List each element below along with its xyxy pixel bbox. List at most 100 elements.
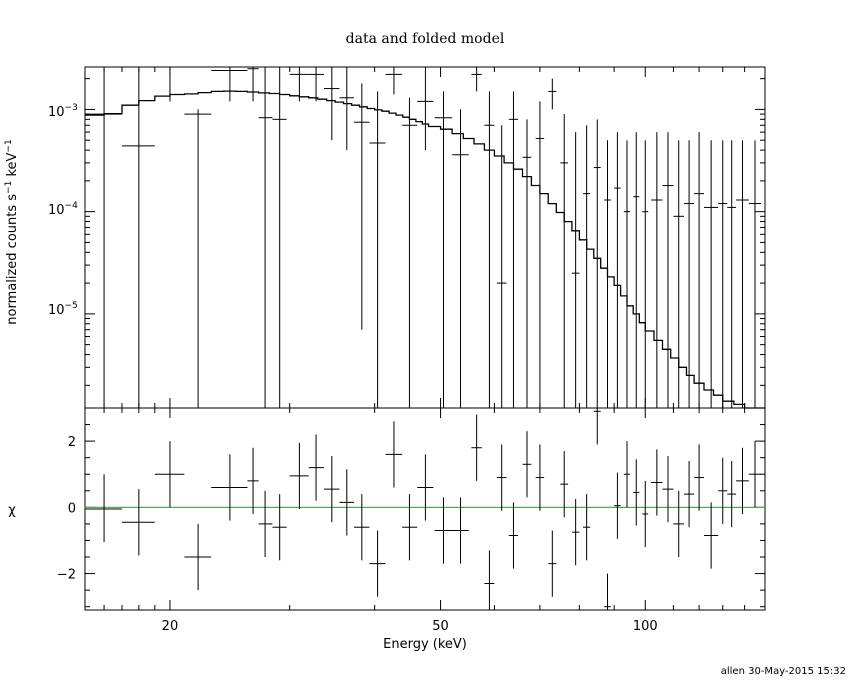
residual-data-point [522, 431, 532, 498]
residual-data-point [535, 444, 545, 511]
residual-data-point [484, 550, 495, 610]
spectrum-data-point [604, 140, 611, 408]
spectrum-data-point [535, 101, 545, 408]
residual-data-point [211, 454, 248, 521]
residual-data-point [614, 472, 621, 539]
spectrum-data-point [571, 132, 580, 408]
spectrum-data-point [703, 140, 719, 408]
residual-data-point [703, 502, 719, 569]
spectrum-data-point [736, 140, 749, 408]
model-curve-group [85, 90, 765, 409]
spectrum-data-point [727, 140, 737, 408]
spectrum-data-point [369, 91, 386, 408]
residual-data-point [339, 469, 355, 536]
spectrum-data-point [184, 109, 212, 408]
spectrum-data-point [673, 140, 684, 408]
spectrum-data-points [85, 66, 762, 408]
residual-data-point [736, 447, 749, 514]
spectrum-data-point [247, 67, 259, 102]
spectrum-data-point [614, 132, 621, 408]
y-tick-label: −2 [57, 568, 76, 583]
residual-data-point [308, 434, 325, 501]
residual-data-point [354, 494, 370, 561]
residual-data-point [272, 494, 287, 561]
y-tick-label: 0 [68, 501, 76, 516]
residual-data-point [258, 490, 273, 558]
spectrum-data-point [718, 140, 728, 408]
residual-data-point [324, 456, 340, 523]
residual-data-point [593, 408, 601, 445]
residual-data-point [85, 474, 122, 543]
spectrum-data-point [593, 119, 601, 408]
spectrum-data-point [402, 97, 418, 408]
residual-data-point [571, 499, 580, 566]
spectrum-data-point [417, 67, 434, 151]
residual-y-axis-label: χ [8, 503, 16, 518]
spectrum-data-point [508, 91, 519, 408]
model-step-curve [85, 90, 765, 409]
spectrum-data-point [484, 91, 495, 408]
residual-data-point [651, 449, 663, 516]
spectrum-data-point [748, 140, 762, 408]
spectrum-data-point [434, 91, 453, 408]
residual-data-point [748, 441, 762, 508]
spectrum-data-point [354, 83, 370, 330]
spectrum-data-point [642, 140, 649, 408]
y-tick-label-1e-5: 10−5 [48, 301, 78, 318]
spectrum-data-point [548, 78, 557, 110]
residual-data-point [369, 530, 386, 597]
footer-stamp: allen 30-May-2015 15:32 [721, 666, 846, 677]
residual-data-point [583, 494, 591, 561]
residual-data-point [673, 490, 684, 558]
spectrum-data-point [289, 67, 309, 102]
x-axis-label: Energy (keV) [383, 637, 467, 652]
y-tick-label-1e-4: 10−4 [48, 201, 78, 218]
residual-data-point [694, 444, 704, 511]
residual-data-point [718, 457, 728, 524]
residual-data-point [623, 441, 631, 508]
spectrum-data-point [662, 132, 674, 408]
spectrum-data-point [694, 132, 704, 408]
residual-data-point [548, 530, 557, 597]
residual-data-point [402, 494, 418, 561]
residual-data-point [496, 444, 507, 511]
spectrum-data-point [85, 68, 122, 408]
residual-data-point [727, 460, 737, 528]
spectrum-data-point [683, 140, 695, 408]
residual-data-point [662, 456, 674, 523]
spectrum-data-point [452, 109, 469, 408]
residual-data-point [508, 502, 519, 569]
spectrum-data-point [211, 67, 248, 102]
x-tick-label: 100 [633, 619, 658, 634]
x-tick-label: 50 [432, 619, 449, 634]
y-tick-label-1e-3: 10−3 [48, 103, 78, 120]
residual-data-point [434, 497, 453, 564]
spectrum-data-point [633, 132, 640, 408]
spectrum-data-point [258, 67, 273, 408]
residual-data-point [417, 454, 434, 521]
chart-title: data and folded model [346, 31, 505, 47]
spectrum-data-point [339, 67, 355, 151]
spectrum-data-point [522, 119, 532, 408]
spectrum-data-point [121, 68, 155, 408]
residual-data-point [633, 459, 640, 526]
residual-data-point [154, 441, 185, 508]
spectrum-data-point [385, 67, 403, 95]
spectrum-data-point [308, 67, 325, 102]
residual-data-point [452, 497, 469, 564]
x-tick-label: 20 [162, 619, 179, 634]
spectrum-data-point [154, 66, 185, 102]
residual-data-points [85, 408, 762, 610]
spectrum-data-point [272, 67, 287, 408]
spectrum-data-point [651, 132, 663, 408]
spectrum-data-point [623, 140, 631, 408]
residual-data-point [289, 442, 309, 509]
spectrum-data-point [583, 125, 591, 408]
spectrum-data-point [560, 114, 569, 408]
y-tick-label: 2 [68, 435, 76, 450]
residual-data-point [121, 489, 155, 556]
spectrum-data-point [496, 125, 507, 408]
residual-data-point [604, 573, 611, 610]
